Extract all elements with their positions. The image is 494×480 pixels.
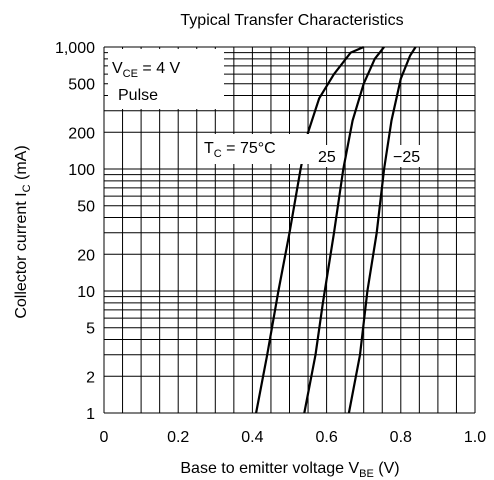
series-line-1 xyxy=(303,46,385,414)
label-25-bg xyxy=(316,145,342,167)
x-tick-label: 0.4 xyxy=(241,429,263,446)
y-tick-label: 50 xyxy=(77,199,95,216)
tc-label-bg xyxy=(202,134,314,164)
x-tick-label: 0 xyxy=(100,429,109,446)
conditions-box xyxy=(108,49,224,109)
y-tick-label: 500 xyxy=(68,77,95,94)
y-tick-label: 5 xyxy=(86,321,95,338)
y-tick-label: 200 xyxy=(68,125,95,142)
series-label-75: TC = 75°C xyxy=(204,140,276,160)
x-tick-label: 0.2 xyxy=(167,429,189,446)
y-tick-label: 2 xyxy=(86,369,95,386)
y-tick-label: 1 xyxy=(86,406,95,423)
series-line-0 xyxy=(255,45,365,414)
chart-title: Typical Transfer Characteristics xyxy=(180,12,403,29)
x-tick-label: 1.0 xyxy=(464,429,486,446)
curves xyxy=(255,45,417,414)
y-tick-label: 10 xyxy=(77,284,95,301)
series-label-25: 25 xyxy=(318,149,336,166)
series-label-minus25: −25 xyxy=(393,149,420,166)
label-m25-bg xyxy=(391,145,425,167)
x-axis-label: Base to emitter voltage VBE (V) xyxy=(180,460,399,480)
y-axis-label: Collector current IC (mA) xyxy=(13,145,33,318)
y-tick-label: 100 xyxy=(68,162,95,179)
y-tick-label: 20 xyxy=(77,247,95,264)
pulse-label: Pulse xyxy=(118,87,158,104)
series-line-2 xyxy=(347,46,417,414)
vce-condition-label: VCE = 4 V xyxy=(112,60,181,80)
y-tick-label: 1,000 xyxy=(55,40,95,57)
x-tick-label: 0.6 xyxy=(315,429,337,446)
x-tick-label: 0.8 xyxy=(390,429,412,446)
